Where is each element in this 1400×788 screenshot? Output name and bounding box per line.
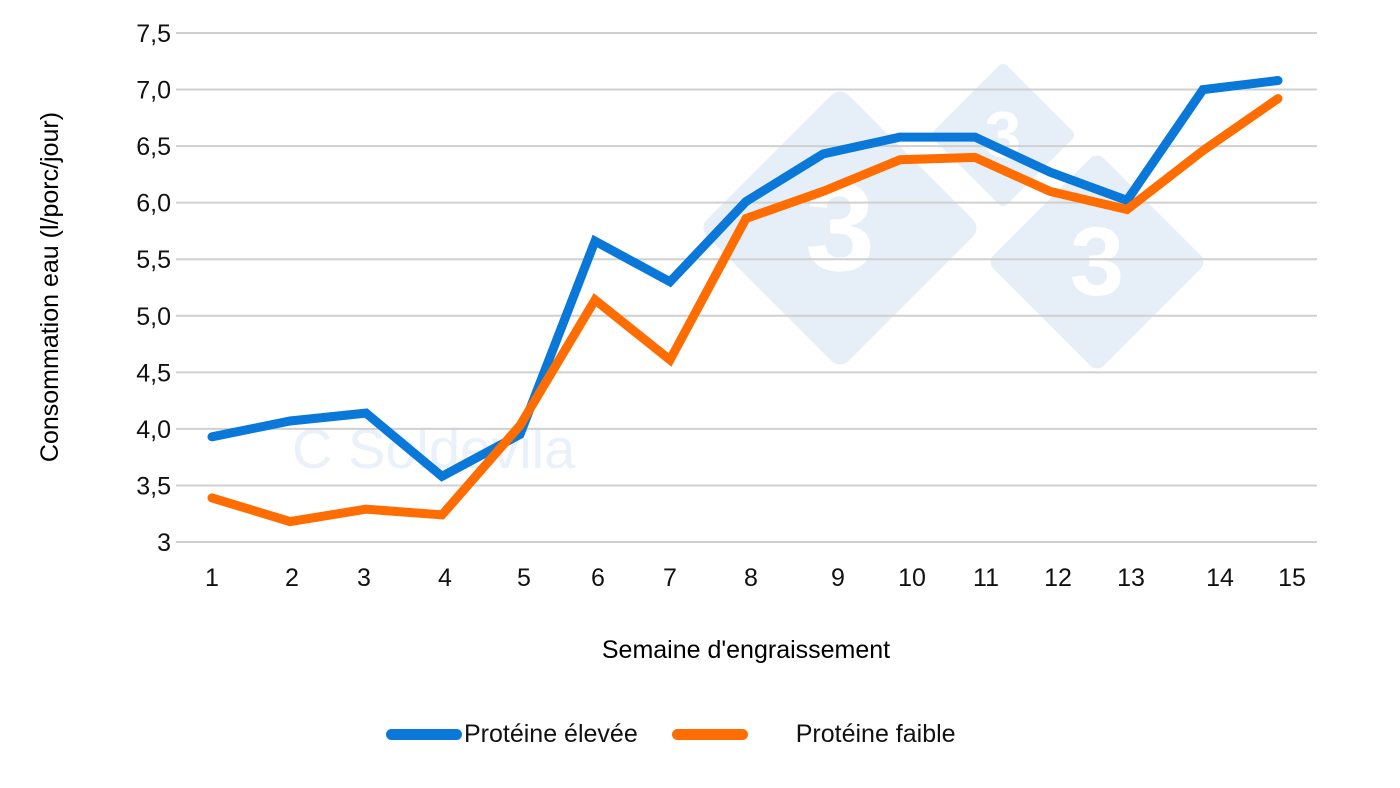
x-tick-label: 6 [591,564,605,592]
x-axis-ticks: 1 2 3 4 5 6 7 8 9 10 11 12 13 14 15 [205,564,1306,592]
x-tick-label: 4 [438,564,452,592]
x-tick-label: 12 [1044,564,1072,592]
legend-swatch-blue [386,729,462,740]
y-tick-label: 5,5 [136,246,171,274]
x-tick-label: 13 [1117,564,1145,592]
y-tick-label: 6,0 [136,190,171,218]
x-tick-label: 2 [285,564,299,592]
y-axis-ticks: 3 3,5 4,0 4,5 5,0 5,5 6,0 6,5 7,0 7,5 [136,20,171,557]
x-tick-label: 9 [831,564,845,592]
x-tick-label: 7 [663,564,677,592]
svg-text:3: 3 [1070,207,1124,316]
x-tick-label: 14 [1206,564,1234,592]
series-lines [207,76,1283,527]
gridlines [176,32,1317,543]
legend-label: Protéine faible [795,720,956,748]
y-tick-label: 3,5 [136,472,171,500]
x-tick-label: 1 [205,564,219,592]
y-tick-label: 7,0 [136,77,171,105]
x-axis-title: Semaine d'engraissement [602,636,890,664]
series-line-high-protein [207,76,1283,482]
legend-swatch-orange [671,729,748,740]
y-tick-label: 4,0 [136,416,171,444]
x-tick-label: 3 [357,564,371,592]
x-tick-label: 15 [1278,564,1306,592]
legend-item-high-protein[interactable]: Protéine élevée [386,720,638,749]
x-tick-label: 8 [744,564,758,592]
legend-item-low-protein[interactable]: Protéine faible [671,720,956,749]
y-tick-label: 5,0 [136,303,171,331]
y-tick-label: 4,5 [136,359,171,387]
series-line-low-protein [207,94,1283,527]
legend: Protéine élevée Protéine faible [386,720,956,749]
y-axis-title: Consommation eau (l/porc/jour) [36,112,64,462]
y-tick-label: 6,5 [136,133,171,161]
x-tick-label: 11 [973,564,999,592]
x-tick-label: 5 [517,564,531,592]
y-tick-label: 3 [157,529,171,557]
y-tick-label: 7,5 [136,20,171,48]
legend-label: Protéine élevée [464,720,638,748]
x-tick-label: 10 [898,564,926,592]
